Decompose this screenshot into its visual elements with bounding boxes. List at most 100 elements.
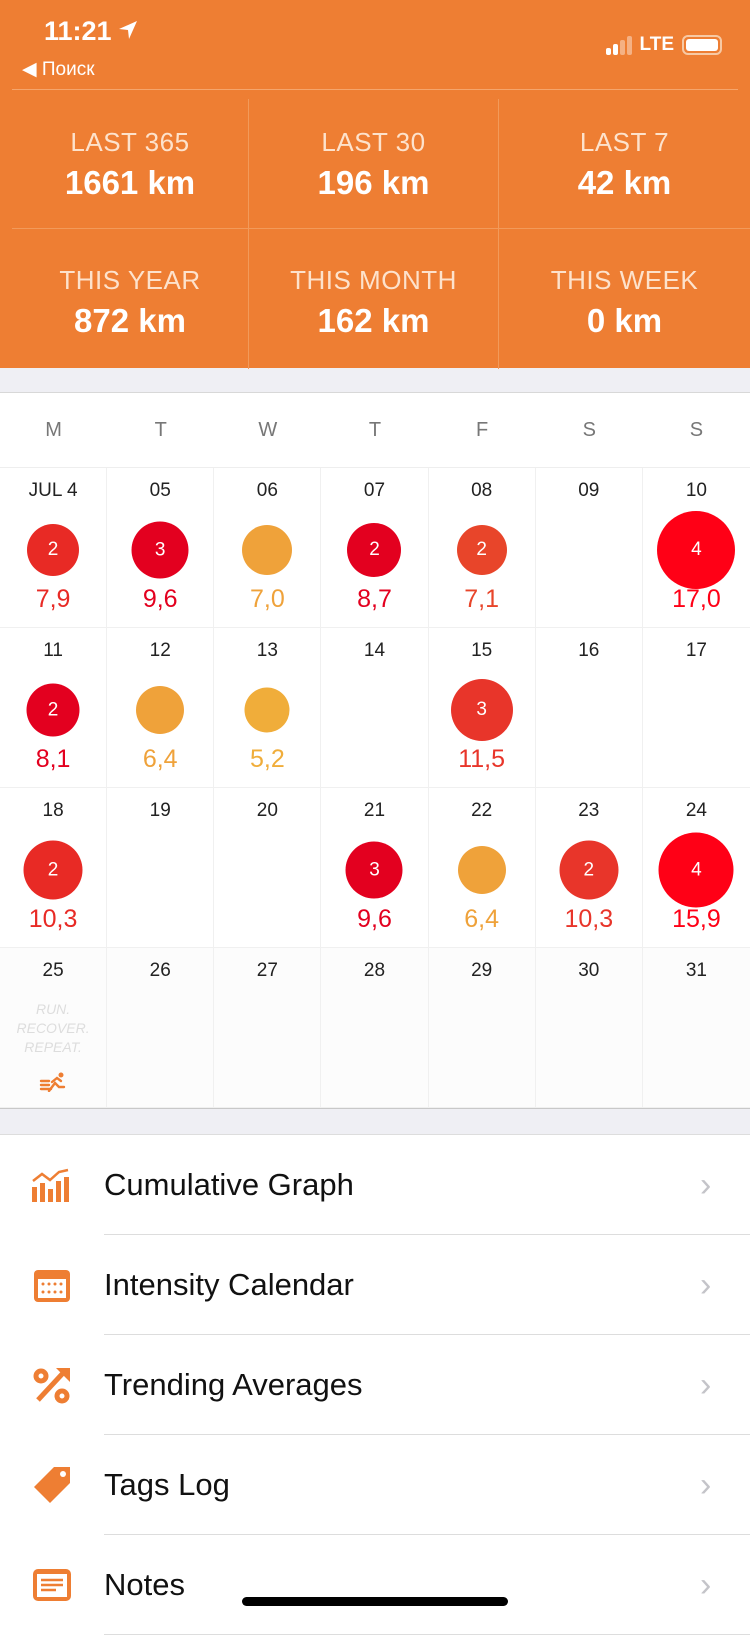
day-distance: 9,6 [142, 585, 178, 613]
calendar-day[interactable]: 25 RUN. RECOVER. REPEAT. [0, 948, 108, 1108]
calendar-day[interactable]: 20 [214, 788, 322, 948]
calendar-day[interactable]: 17 [642, 628, 750, 788]
calendar-day[interactable]: 05 3 9,6 [107, 468, 215, 628]
day-number: 09 [578, 480, 600, 501]
stat-value: 872 km [74, 302, 186, 339]
calendar-day[interactable]: 24 4 15,9 [642, 788, 750, 948]
calendar-day[interactable]: 26 [107, 948, 215, 1108]
day-distance: 10,3 [28, 905, 78, 933]
stat-label: LAST 365 [70, 127, 190, 157]
stat-value: 0 km [586, 302, 663, 339]
day-number: 13 [256, 640, 278, 661]
day-number: 20 [256, 800, 278, 821]
calendar-day[interactable]: 16 [535, 628, 643, 788]
day-number: 10 [685, 480, 707, 501]
status-icons: LTE [605, 34, 722, 56]
location-arrow-icon [118, 21, 137, 39]
back-to-search-button[interactable]: ◀ Поиск [22, 59, 95, 80]
calendar-day[interactable]: 15 3 11,5 [428, 628, 536, 788]
stat-tile[interactable]: THIS MONTH 162 km [249, 229, 499, 369]
day-number: 06 [256, 480, 278, 501]
intensity-circle [244, 687, 290, 733]
summary-header: 11:21 ◀ Поиск LTE LAST 365 1661 km LAST 30… [0, 0, 750, 369]
calendar-day[interactable]: 29 [428, 948, 536, 1108]
day-number: 30 [578, 960, 600, 981]
calendar-day[interactable]: 21 3 9,6 [321, 788, 429, 948]
calendar-icon [0, 1267, 104, 1303]
weekday-label: F [476, 418, 489, 441]
day-distance: 10,3 [564, 905, 614, 933]
weekday-label: T [368, 418, 382, 441]
day-number: 08 [471, 480, 493, 501]
menu-item-label: Tags Log [104, 1467, 230, 1502]
notes-icon [0, 1568, 104, 1602]
day-number: 23 [578, 800, 600, 821]
calendar-day[interactable]: 11 2 8,1 [0, 628, 108, 788]
day-number: 05 [149, 480, 171, 501]
day-number: 17 [685, 640, 707, 661]
calendar-day[interactable]: 18 2 10,3 [0, 788, 108, 948]
stat-tile[interactable]: THIS YEAR 872 km [12, 229, 249, 369]
stat-tile[interactable]: THIS WEEK 0 km [499, 229, 750, 369]
day-number: 31 [685, 960, 707, 981]
calendar-day[interactable]: 27 [214, 948, 322, 1108]
day-number: 19 [149, 800, 171, 821]
day-number: JUL 4 [28, 480, 78, 501]
intensity-circle [136, 686, 185, 734]
calendar-day[interactable]: 19 [107, 788, 215, 948]
chevron-right-icon: › [700, 1265, 712, 1304]
calendar-day[interactable]: 31 [642, 948, 750, 1108]
stat-tile[interactable]: LAST 7 42 km [499, 99, 750, 229]
stat-tile[interactable]: LAST 365 1661 km [12, 99, 249, 229]
intensity-circle: 2 [347, 523, 402, 577]
calendar-day[interactable]: JUL 4 2 7,9 [0, 468, 108, 628]
day-distance: 7,9 [35, 585, 71, 613]
calendar-day[interactable]: 06 7,0 [214, 468, 322, 628]
stat-value: 42 km [577, 164, 672, 201]
calendar-day[interactable]: 07 2 8,7 [321, 468, 429, 628]
day-number: 16 [578, 640, 600, 661]
battery-icon [682, 35, 722, 55]
menu-item-tags-log[interactable]: Tags Log › [0, 1435, 750, 1535]
calendar-day[interactable]: 22 6,4 [428, 788, 536, 948]
menu-item-trending-averages[interactable]: Trending Averages › [0, 1335, 750, 1435]
home-indicator[interactable] [242, 1597, 508, 1606]
menu-item-label: Trending Averages [104, 1367, 363, 1402]
menu-item-intensity-calendar[interactable]: Intensity Calendar › [0, 1235, 750, 1335]
calendar-day[interactable]: 28 [321, 948, 429, 1108]
menu-item-notes[interactable]: Notes › [0, 1535, 750, 1635]
day-number: 29 [471, 960, 493, 981]
calendar-day[interactable]: 08 2 7,1 [428, 468, 536, 628]
chevron-right-icon: › [700, 1165, 712, 1204]
calendar-day[interactable]: 23 2 10,3 [535, 788, 643, 948]
chevron-right-icon: › [700, 1365, 712, 1404]
calendar-day[interactable]: 12 6,4 [107, 628, 215, 788]
calendar-day[interactable]: 14 [321, 628, 429, 788]
calendar-day[interactable]: 13 5,2 [214, 628, 322, 788]
weekday-label: S [689, 418, 704, 441]
calendar-day[interactable]: 30 [535, 948, 643, 1108]
menu-item-cumulative-graph[interactable]: Cumulative Graph › [0, 1135, 750, 1235]
day-distance: 15,9 [672, 905, 721, 933]
calendar-day[interactable]: 09 [535, 468, 643, 628]
intensity-circle: 2 [27, 524, 80, 576]
motto-text: RUN. RECOVER. REPEAT. [16, 1001, 90, 1055]
stat-label: THIS MONTH [290, 265, 457, 295]
day-number: 27 [256, 960, 278, 981]
intensity-circle: 3 [450, 679, 513, 741]
percent-trend-icon [0, 1366, 104, 1404]
intensity-circle: 4 [658, 832, 734, 908]
tag-icon [0, 1465, 104, 1505]
stat-value: 1661 km [64, 164, 196, 201]
day-number: 28 [363, 960, 386, 981]
calendar-day[interactable]: 10 4 17,0 [642, 468, 750, 628]
day-number: 15 [471, 640, 493, 661]
day-number: 26 [149, 960, 171, 981]
stat-tile[interactable]: LAST 30 196 km [249, 99, 499, 229]
stat-label: LAST 30 [321, 127, 426, 157]
stat-value: 162 km [317, 302, 430, 339]
day-number: 24 [685, 800, 707, 821]
weekday-label: M [45, 418, 62, 441]
day-number: 21 [363, 800, 386, 821]
